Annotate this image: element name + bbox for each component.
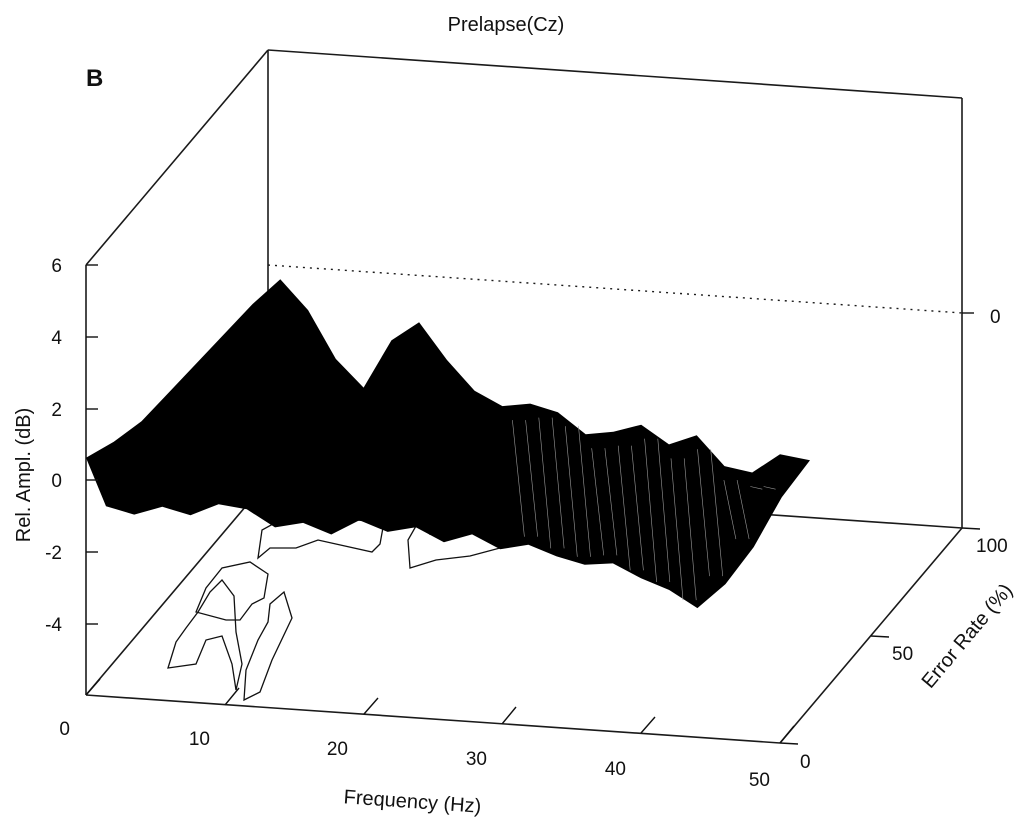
surface-mesh-line <box>644 438 657 583</box>
z-axis <box>86 264 98 625</box>
surface <box>86 279 810 609</box>
contour-line <box>195 561 269 621</box>
zero-dotted-line <box>267 264 963 314</box>
surface-mesh-line <box>591 448 604 556</box>
z-axis-label: Rel. Ampl. (dB) <box>13 408 35 542</box>
x-tick-mark <box>501 706 517 725</box>
surface-mesh-line <box>578 426 591 557</box>
surface-body <box>86 279 810 609</box>
surface-mesh-line <box>565 426 578 557</box>
surface-mesh-line <box>750 486 763 490</box>
y-tick-mark <box>779 742 799 745</box>
left-top-edge <box>85 49 269 266</box>
z-tick-label: 0 <box>51 471 62 492</box>
surface-mesh-line <box>604 448 618 556</box>
z-tick-label: 4 <box>51 328 62 349</box>
x-tick-mark <box>640 716 656 734</box>
x-tick-label: 30 <box>466 749 487 770</box>
panel-letter: B <box>86 65 103 92</box>
surface-mesh-line <box>525 420 538 537</box>
surface-mesh-line <box>538 417 552 549</box>
right-z-tick-label: 0 <box>990 307 1001 328</box>
x-tick-label: 0 <box>59 719 70 740</box>
floor-left-edge <box>85 479 269 696</box>
y-tick-label: 50 <box>892 644 913 665</box>
surface-mesh-line <box>710 449 723 577</box>
x-tick-mark <box>363 697 379 715</box>
back-top-edge <box>267 49 963 99</box>
contour-line <box>167 579 243 691</box>
x-axis-label: Frequency (Hz) <box>343 786 482 818</box>
y-axis-label: Error Rate (%) <box>918 580 1018 693</box>
chart-title: Prelapse(Cz) <box>448 14 565 36</box>
floor-right-edge <box>779 527 963 744</box>
x-tick-mark <box>779 725 795 744</box>
x-tick-label: 50 <box>749 770 770 791</box>
surface-mesh-line <box>617 445 631 571</box>
surface-mesh-line <box>657 438 671 583</box>
surface-mesh-line <box>512 420 525 537</box>
surface-mesh-line <box>670 458 684 601</box>
z-tick-label: -2 <box>45 543 62 564</box>
surface-mesh-line <box>736 480 750 540</box>
surface-mesh-line <box>551 417 565 549</box>
surface-mesh-line <box>697 449 710 577</box>
z-tick-label: 2 <box>51 400 62 421</box>
y-tick-mark <box>961 527 981 530</box>
x-axis <box>85 678 795 744</box>
x-tick-mark <box>85 678 101 696</box>
x-tick-label: 20 <box>327 739 348 760</box>
surface-mesh-line <box>723 480 737 540</box>
y-tick-mark <box>870 635 890 638</box>
x-tick-label: 10 <box>189 729 210 750</box>
x-tick-mark <box>224 687 240 706</box>
surface-mesh-line <box>631 445 644 571</box>
y-tick-label: 100 <box>976 536 1008 557</box>
surface-mesh-line <box>683 458 697 601</box>
z-tick-label: 6 <box>51 256 62 277</box>
floor-front-edge <box>85 694 781 744</box>
contour-line <box>243 590 293 702</box>
x-tick-label: 40 <box>605 759 626 780</box>
z-tick-label: -4 <box>45 615 62 636</box>
y-axis <box>779 527 981 745</box>
y-tick-label: 0 <box>800 752 811 773</box>
surface-mesh-line <box>763 486 776 490</box>
